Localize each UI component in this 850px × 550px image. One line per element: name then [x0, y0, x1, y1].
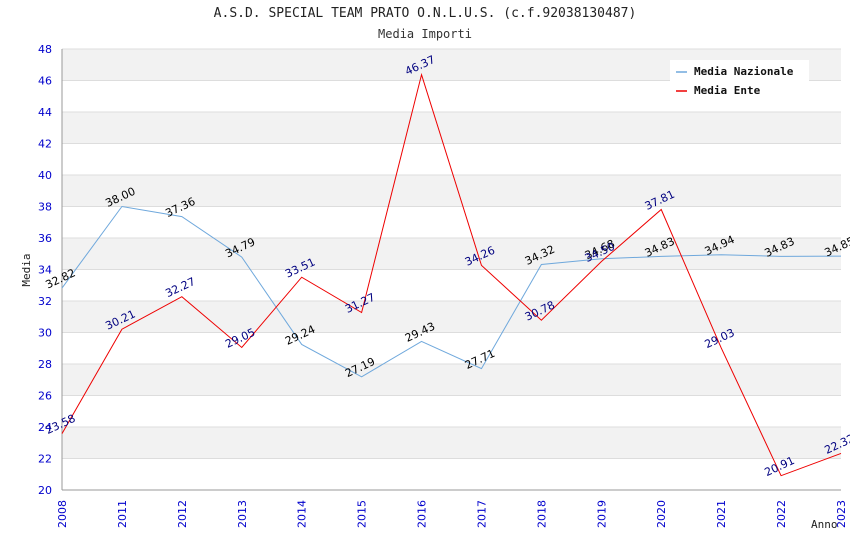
- x-tick-label: 2015: [356, 500, 369, 528]
- x-tick-label: 2023: [835, 500, 848, 528]
- x-tick-labels: 2008 2011 2012 2013 2014 2015 2016 2017 2018 2019…: [56, 500, 848, 528]
- y-tick-label: 24: [38, 421, 52, 434]
- y-axis-label: Media: [20, 253, 33, 286]
- y-tick-label: 38: [38, 201, 52, 214]
- series-lines: [61, 72, 842, 477]
- chart-title: A.S.D. SPECIAL TEAM PRATO O.N.L.U.S. (c.…: [213, 6, 637, 21]
- y-tick-labels: 20 22 24 26 28 30 32 34 36 38 40 42 44 46 48: [38, 43, 52, 497]
- y-tick-label: 46: [38, 75, 52, 88]
- y-tick-label: 32: [38, 295, 52, 308]
- x-tick-label: 2011: [116, 500, 129, 528]
- y-tick-label: 26: [38, 390, 52, 403]
- series-line-media-nazionale: [61, 205, 842, 378]
- grid-band: [62, 364, 841, 396]
- x-tick-label: 2012: [176, 500, 189, 528]
- y-tick-label: 22: [38, 453, 52, 466]
- legend-label-media-nazionale: Media Nazionale: [694, 65, 794, 78]
- grid-band: [62, 112, 841, 144]
- legend: Media Nazionale Media Ente: [670, 60, 809, 102]
- y-tick-label: 42: [38, 138, 52, 151]
- x-tick-label: 2020: [655, 500, 668, 528]
- x-tick-label: 2017: [475, 500, 488, 528]
- x-tick-label: 2013: [236, 500, 249, 528]
- chart-subtitle: Media Importi: [378, 27, 472, 41]
- series-line-media-ente: [61, 72, 842, 477]
- grid-bands: [62, 49, 841, 459]
- x-tick-label: 2021: [715, 500, 728, 528]
- x-tick-label: 2022: [775, 500, 788, 528]
- legend-box: [670, 60, 809, 102]
- grid-band: [62, 238, 841, 270]
- x-tick-label: 2019: [595, 500, 608, 528]
- grid-band: [62, 301, 841, 333]
- y-tick-label: 28: [38, 358, 52, 371]
- y-tick-label: 34: [38, 264, 52, 277]
- y-tick-label: 20: [38, 484, 52, 497]
- legend-label-media-ente: Media Ente: [694, 84, 761, 97]
- grid-band: [62, 427, 841, 459]
- y-tick-label: 48: [38, 43, 52, 56]
- y-tick-label: 44: [38, 106, 52, 119]
- y-tick-label: 36: [38, 232, 52, 245]
- x-tick-label: 2018: [535, 500, 548, 528]
- x-tick-label: 2008: [56, 500, 69, 528]
- y-tick-label: 40: [38, 169, 52, 182]
- y-tick-label: 30: [38, 327, 52, 340]
- data-label: 32.27: [163, 275, 197, 300]
- grid-band: [62, 175, 841, 207]
- x-tick-label: 2014: [296, 500, 309, 528]
- x-axis-label: Anno: [811, 518, 838, 531]
- x-tick-label: 2016: [416, 500, 429, 528]
